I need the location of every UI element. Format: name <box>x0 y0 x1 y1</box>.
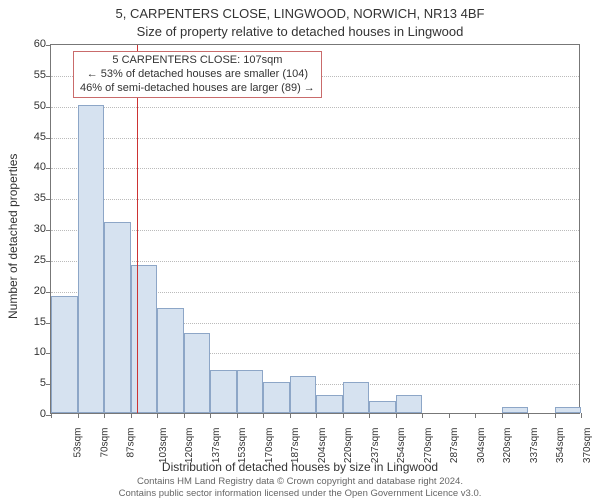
chart-container: 5, CARPENTERS CLOSE, LINGWOOD, NORWICH, … <box>0 0 600 500</box>
x-tick <box>502 413 503 418</box>
annotation-line: 46% of semi-detached houses are larger (… <box>80 82 315 96</box>
x-tick <box>343 413 344 418</box>
y-tick <box>46 138 51 139</box>
gridline <box>51 168 579 169</box>
reference-line <box>137 45 138 413</box>
x-tick <box>396 413 397 418</box>
y-tick-label: 20 <box>6 285 46 297</box>
y-tick-label: 50 <box>6 100 46 112</box>
x-tick <box>104 413 105 418</box>
histogram-bar <box>396 395 423 414</box>
histogram-bar <box>263 382 290 413</box>
x-tick <box>449 413 450 418</box>
x-tick <box>422 413 423 418</box>
histogram-bar <box>237 370 264 413</box>
y-tick <box>46 292 51 293</box>
histogram-bar <box>210 370 237 413</box>
y-tick-label: 45 <box>6 131 46 143</box>
x-tick-label: 120sqm <box>184 428 195 464</box>
x-tick-label: 204sqm <box>317 428 328 464</box>
x-tick <box>290 413 291 418</box>
x-tick-label: 354sqm <box>555 428 566 464</box>
x-tick-label: 70sqm <box>99 428 110 458</box>
x-tick <box>237 413 238 418</box>
y-tick <box>46 107 51 108</box>
x-tick <box>210 413 211 418</box>
y-tick-label: 40 <box>6 161 46 173</box>
x-tick <box>475 413 476 418</box>
gridline <box>51 138 579 139</box>
x-tick <box>555 413 556 418</box>
gridline <box>51 199 579 200</box>
x-tick-label: 170sqm <box>264 428 275 464</box>
gridline <box>51 107 579 108</box>
x-tick-label: 320sqm <box>502 428 513 464</box>
y-tick <box>46 76 51 77</box>
chart-title-address: 5, CARPENTERS CLOSE, LINGWOOD, NORWICH, … <box>0 6 600 21</box>
x-tick-label: 187sqm <box>290 428 301 464</box>
x-tick-label: 254sqm <box>396 428 407 464</box>
x-tick-label: 287sqm <box>449 428 460 464</box>
histogram-bar <box>369 401 396 413</box>
histogram-bar <box>502 407 529 413</box>
histogram-bar <box>104 222 131 413</box>
x-tick <box>581 413 582 418</box>
y-tick-label: 60 <box>6 38 46 50</box>
x-tick-label: 137sqm <box>211 428 222 464</box>
annotation-line: 5 CARPENTERS CLOSE: 107sqm <box>80 54 315 68</box>
y-tick-label: 5 <box>6 377 46 389</box>
x-tick <box>184 413 185 418</box>
histogram-bar <box>343 382 370 413</box>
x-tick-label: 220sqm <box>343 428 354 464</box>
y-tick <box>46 261 51 262</box>
footer-line2: Contains public sector information licen… <box>0 488 600 500</box>
y-tick-label: 35 <box>6 192 46 204</box>
annotation-box: 5 CARPENTERS CLOSE: 107sqm← 53% of detac… <box>73 51 322 98</box>
histogram-bar <box>316 395 343 414</box>
chart-title-desc: Size of property relative to detached ho… <box>0 24 600 39</box>
x-tick-label: 53sqm <box>73 428 84 458</box>
y-tick-label: 25 <box>6 254 46 266</box>
y-tick-label: 15 <box>6 316 46 328</box>
y-tick-label: 10 <box>6 346 46 358</box>
x-tick <box>78 413 79 418</box>
histogram-bar <box>131 265 158 413</box>
histogram-bar <box>555 407 582 413</box>
x-tick-label: 103sqm <box>158 428 169 464</box>
x-tick-label: 87sqm <box>126 428 137 458</box>
x-tick-label: 153sqm <box>237 428 248 464</box>
histogram-bar <box>51 296 78 413</box>
x-tick-label: 370sqm <box>582 428 593 464</box>
annotation-line: ← 53% of detached houses are smaller (10… <box>80 68 315 82</box>
histogram-bar <box>157 308 184 413</box>
histogram-bar <box>290 376 317 413</box>
x-tick <box>131 413 132 418</box>
x-tick <box>157 413 158 418</box>
y-tick-label: 55 <box>6 69 46 81</box>
y-tick <box>46 168 51 169</box>
footer-attribution: Contains HM Land Registry data © Crown c… <box>0 476 600 500</box>
x-tick <box>528 413 529 418</box>
x-tick-label: 337sqm <box>529 428 540 464</box>
x-tick <box>263 413 264 418</box>
y-tick <box>46 199 51 200</box>
x-tick <box>51 413 52 418</box>
y-tick-label: 30 <box>6 223 46 235</box>
x-tick-label: 270sqm <box>423 428 434 464</box>
y-tick-label: 0 <box>6 408 46 420</box>
y-tick <box>46 45 51 46</box>
x-tick <box>316 413 317 418</box>
x-tick-label: 304sqm <box>476 428 487 464</box>
x-tick <box>369 413 370 418</box>
histogram-bar <box>184 333 211 413</box>
y-tick <box>46 230 51 231</box>
plot-area: 5 CARPENTERS CLOSE: 107sqm← 53% of detac… <box>50 44 580 414</box>
x-tick-label: 237sqm <box>370 428 381 464</box>
histogram-bar <box>78 105 105 413</box>
footer-line1: Contains HM Land Registry data © Crown c… <box>0 476 600 488</box>
